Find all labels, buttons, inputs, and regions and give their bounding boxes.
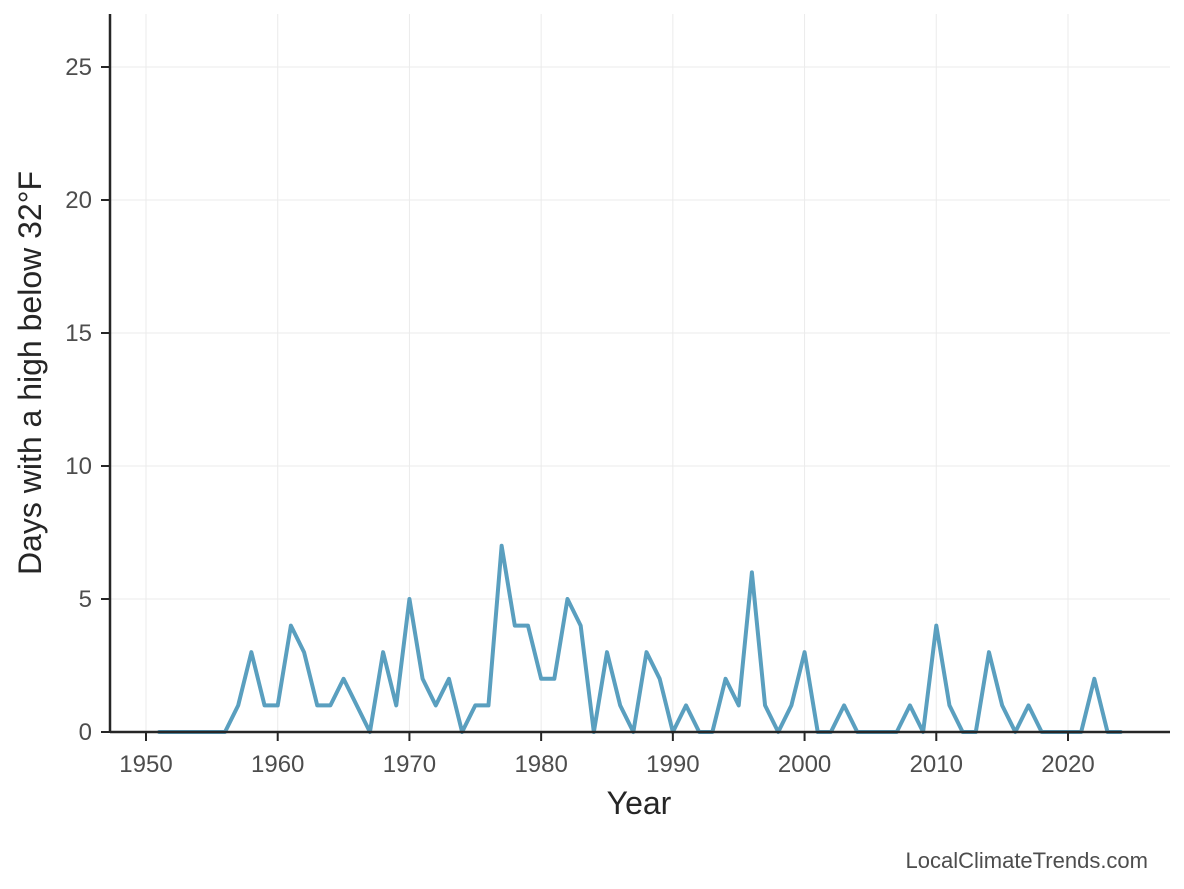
y-tick-label: 0 bbox=[79, 719, 92, 746]
x-tick-label: 1970 bbox=[383, 751, 436, 778]
grid bbox=[110, 14, 1170, 733]
x-tick-label: 1950 bbox=[119, 751, 172, 778]
x-axis-label: Year bbox=[607, 785, 672, 821]
y-ticks: 0 5 10 15 20 25 bbox=[65, 54, 110, 746]
x-ticks: 1950 1960 1970 1980 1990 2000 2010 2020 bbox=[119, 732, 1095, 778]
x-tick-label: 2020 bbox=[1041, 751, 1094, 778]
y-axis-label: Days with a high below 32°F bbox=[12, 171, 48, 575]
y-tick-label: 20 bbox=[65, 187, 92, 214]
y-tick-label: 25 bbox=[65, 54, 92, 81]
x-tick-label: 2000 bbox=[778, 751, 831, 778]
x-tick-label: 2010 bbox=[910, 751, 963, 778]
x-tick-label: 1990 bbox=[646, 751, 699, 778]
y-tick-label: 5 bbox=[79, 586, 92, 613]
x-tick-label: 1980 bbox=[514, 751, 567, 778]
series-line bbox=[157, 543, 1123, 734]
y-tick-label: 10 bbox=[65, 453, 92, 480]
y-tick-label: 15 bbox=[65, 320, 92, 347]
credit-text: LocalClimateTrends.com bbox=[905, 848, 1149, 873]
x-tick-label: 1960 bbox=[251, 751, 304, 778]
